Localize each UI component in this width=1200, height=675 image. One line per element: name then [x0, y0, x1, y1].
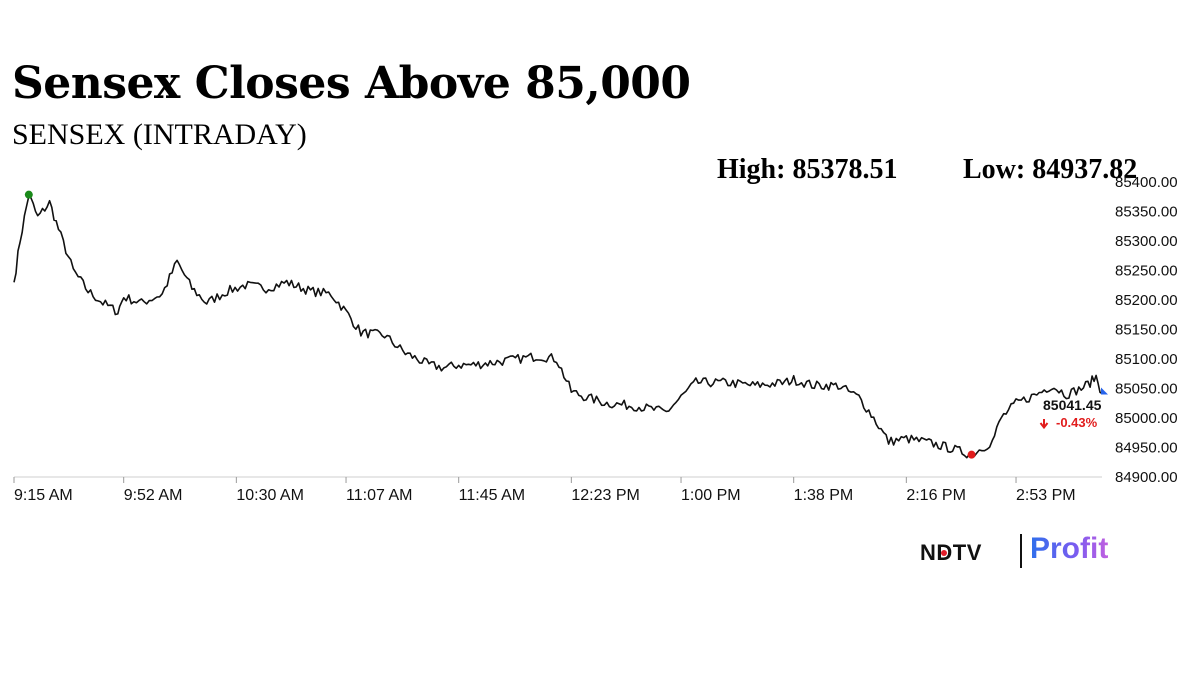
- down-arrow-icon: [1039, 419, 1049, 430]
- y-tick-label: 85100.00: [1115, 351, 1178, 368]
- marker-layer: [24, 190, 1108, 459]
- x-axis: 9:15 AM 9:52 AM 10:30 AM 11:07 AM 11:45 AM 12…: [13, 476, 1102, 504]
- chart-title: Sensex Closes Above 85,000: [12, 58, 691, 109]
- brand-red-dot: [941, 550, 947, 556]
- last-value-marker: [1101, 387, 1108, 395]
- change-label: -0.43%: [1056, 415, 1098, 430]
- brand-ndtv: NDTV: [920, 540, 982, 565]
- x-tick-label: 9:52 AM: [124, 487, 183, 504]
- y-tick-label: 84950.00: [1115, 440, 1178, 457]
- y-tick-label: 85200.00: [1115, 292, 1178, 309]
- marker-low: [967, 450, 976, 459]
- marker-high: [24, 190, 33, 199]
- low-label: Low: 84937.82: [963, 154, 1138, 185]
- y-tick-label: 84900.00: [1115, 469, 1178, 486]
- x-tick-label: 12:23 PM: [571, 487, 639, 504]
- x-tick-label: 2:16 PM: [906, 487, 966, 504]
- y-tick-label: 85400.00: [1115, 174, 1178, 191]
- last-value-label: 85041.45: [1043, 397, 1102, 413]
- series-layer: [13, 195, 1103, 459]
- x-tick-label: 10:30 AM: [236, 487, 304, 504]
- y-tick-label: 85300.00: [1115, 233, 1178, 250]
- y-tick-label: 85350.00: [1115, 204, 1178, 221]
- x-tick-label: 2:53 PM: [1016, 487, 1076, 504]
- x-tick-label: 9:15 AM: [14, 487, 73, 504]
- y-tick-label: 85050.00: [1115, 381, 1178, 398]
- x-tick-label: 1:38 PM: [794, 487, 854, 504]
- label-layer: 85041.45 -0.43%: [1039, 397, 1102, 430]
- y-tick-label: 85150.00: [1115, 322, 1178, 339]
- series-line-sensex: [13, 195, 1103, 459]
- x-tick-label: 11:45 AM: [459, 487, 525, 504]
- chart-subtitle: SENSEX (INTRADAY): [12, 118, 307, 151]
- brand-profit: Profit: [1030, 532, 1109, 565]
- high-label: High: 85378.51: [717, 154, 898, 185]
- x-tick-label: 1:00 PM: [681, 487, 741, 504]
- y-tick-label: 85000.00: [1115, 410, 1178, 427]
- y-axis: 84900.00 84950.00 85000.00 85050.00 85100.00…: [1115, 174, 1178, 486]
- y-tick-label: 85250.00: [1115, 263, 1178, 280]
- brand-separator: [1020, 534, 1022, 568]
- x-tick-label: 11:07 AM: [346, 487, 412, 504]
